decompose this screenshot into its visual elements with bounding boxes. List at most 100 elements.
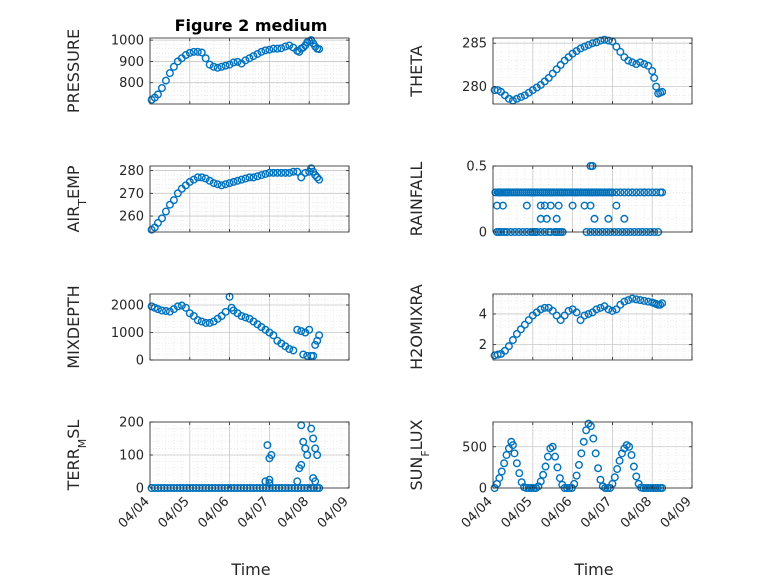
data-point [556, 60, 565, 69]
x-tick-label: 04/04 [459, 494, 496, 531]
data-point [510, 449, 519, 458]
data-point [546, 201, 555, 210]
y-tick-label: 0 [479, 482, 487, 497]
subplot-mixdepth: 0 1000 2000 MIXDEPTH [64, 285, 350, 369]
data-point [579, 437, 588, 446]
data-point [548, 188, 557, 197]
subplot-air-temp: 260 270 280 AIRTEMP [64, 164, 350, 234]
data-point [555, 474, 564, 483]
x-tick-label: 04/05 [156, 494, 193, 531]
axes-box [492, 165, 693, 233]
data-point [658, 188, 667, 197]
data-point [524, 316, 533, 325]
data-point [502, 451, 511, 460]
data-point [165, 307, 174, 316]
data-point [303, 451, 312, 460]
data-point [627, 451, 636, 460]
data-point [568, 201, 577, 210]
data-point [504, 342, 513, 351]
axes-box [149, 293, 350, 361]
x-tick-label: 04/09 [658, 494, 695, 531]
data-point [570, 479, 579, 488]
data-point [261, 477, 270, 486]
data-point [636, 188, 645, 197]
data-point [640, 296, 649, 305]
data-point [237, 175, 246, 184]
data-point [277, 44, 286, 53]
data-point [285, 41, 294, 50]
data-point [281, 42, 290, 51]
data-point [293, 167, 302, 176]
data-point [257, 47, 266, 56]
data-point [263, 441, 272, 450]
data-point [591, 449, 600, 458]
data-point [589, 434, 598, 443]
data-point [551, 452, 560, 461]
data-point [201, 174, 210, 183]
data-point [289, 167, 298, 176]
data-point [233, 176, 242, 185]
y-axis-label: MIXDEPTH [64, 285, 83, 368]
data-point [542, 214, 551, 223]
data-point [576, 44, 585, 53]
axes-box [149, 165, 350, 233]
data-point [197, 317, 206, 326]
data-point [508, 441, 517, 450]
x-axis-label-left: Time [230, 560, 270, 579]
y-tick-label: 2000 [111, 299, 144, 314]
data-point [584, 309, 593, 318]
data-point [301, 168, 310, 177]
y-tick-label: 0 [136, 354, 144, 369]
y-axis-label: H2OMIXRA [407, 284, 426, 370]
data-point [552, 65, 561, 74]
data-point [536, 477, 545, 486]
data-point [307, 424, 316, 433]
data-point [588, 188, 597, 197]
data-point [305, 325, 314, 334]
data-point [269, 331, 278, 340]
data-point [629, 462, 638, 471]
data-point [315, 45, 324, 54]
y-axis-label: SUNFLUX [407, 419, 432, 490]
data-point [161, 76, 170, 85]
data-point [153, 218, 162, 227]
data-point [169, 62, 178, 71]
data-point [245, 173, 254, 182]
data-point [225, 292, 234, 301]
data-point [311, 477, 320, 486]
x-axis-label-right: Time [573, 560, 613, 579]
data-point [658, 87, 667, 96]
data-point [592, 305, 601, 314]
data-point [269, 168, 278, 177]
data-point [241, 313, 250, 322]
data-point [539, 470, 548, 479]
data-point [515, 469, 524, 478]
data-point [650, 73, 659, 82]
data-point [632, 188, 641, 197]
data-point [173, 302, 182, 311]
data-point [217, 181, 226, 190]
data-point [289, 346, 298, 355]
data-point [157, 214, 166, 223]
data-point [297, 173, 306, 182]
data-point [608, 188, 617, 197]
x-tick-label: 04/08 [618, 494, 655, 531]
data-point [309, 434, 318, 443]
data-point [221, 180, 230, 189]
y-tick-label: 0 [136, 482, 144, 497]
data-point [572, 188, 581, 197]
data-point [580, 42, 589, 51]
subplot-terr-msl: 0 100 200 04/04 04/05 04/06 04/07 04/08 04/09 TER… [64, 416, 352, 532]
data-point [297, 460, 306, 469]
data-point [648, 188, 657, 197]
data-point [628, 58, 637, 67]
data-point [277, 168, 286, 177]
data-point [625, 442, 634, 451]
data-point [613, 465, 622, 474]
subplot-rainfall: 0 0.5 RAINFALL [407, 160, 693, 241]
data-point [548, 306, 557, 315]
data-point [498, 201, 507, 210]
y-tick-label: 280 [462, 80, 487, 95]
data-point [157, 306, 166, 315]
